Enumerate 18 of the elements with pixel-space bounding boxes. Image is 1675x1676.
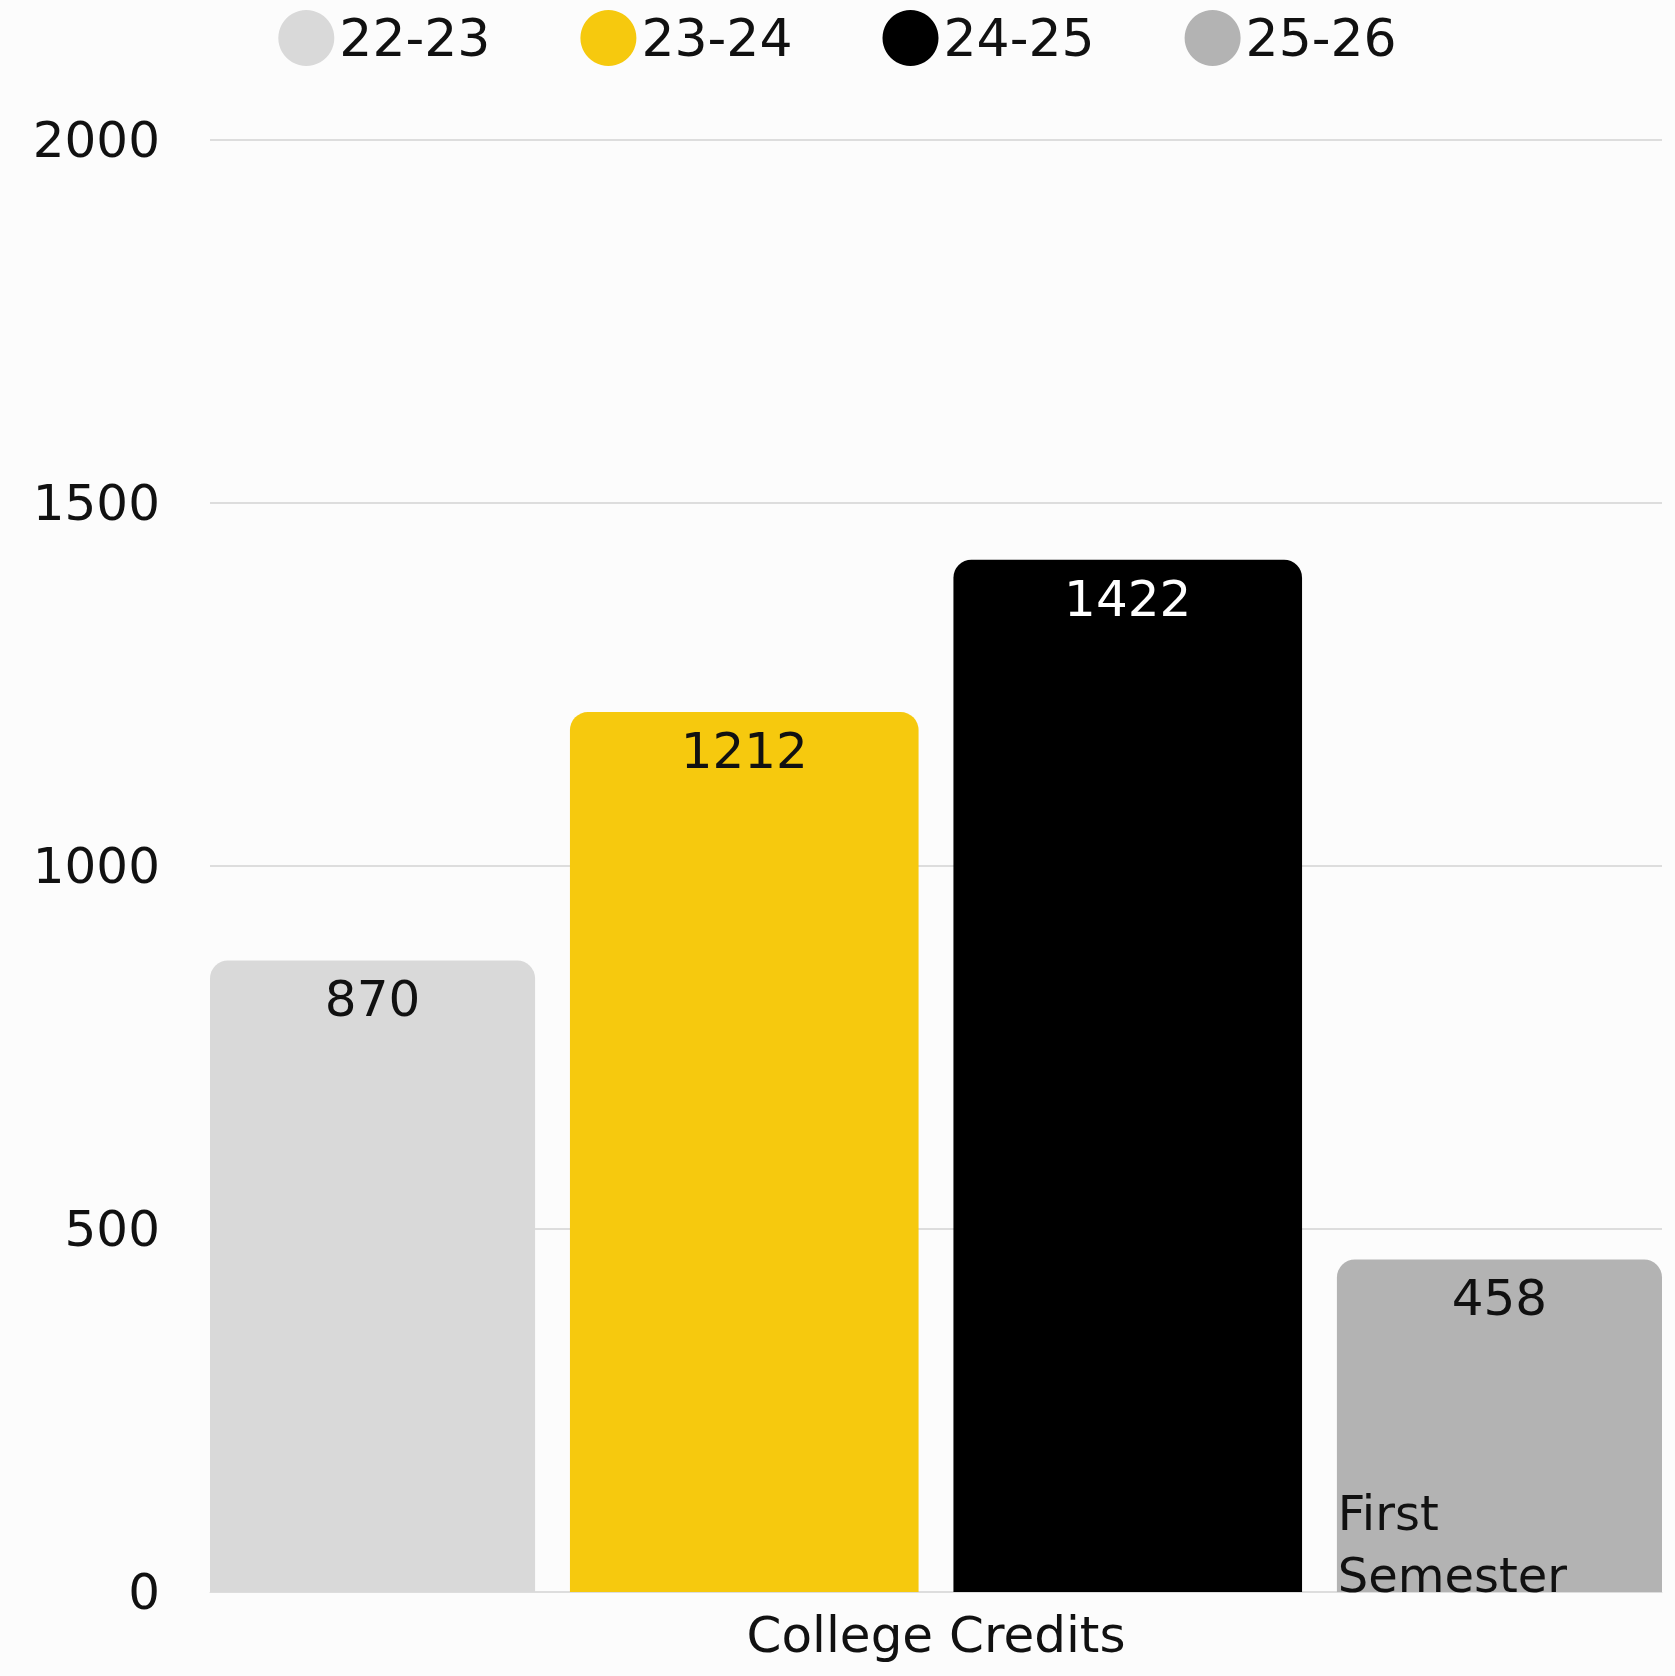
y-tick-label: 1500 [32, 474, 160, 532]
bar [1336, 1259, 1662, 1592]
y-tick-label: 2000 [32, 111, 160, 169]
x-tick-label: College Credits [746, 1606, 1126, 1664]
legend-label: 22-23 [339, 8, 491, 68]
legend-label: 25-26 [1245, 8, 1397, 68]
annotation: First Semester [1337, 1485, 1568, 1603]
data-label: 1212 [680, 722, 808, 781]
bar [569, 712, 919, 1592]
y-tick-label: 0 [128, 1563, 160, 1621]
data-label: 1422 [1064, 569, 1192, 628]
legend-label: 24-25 [943, 8, 1095, 68]
y-tick-label: 500 [64, 1200, 160, 1258]
y-tick-label: 1000 [32, 837, 160, 895]
data-label: 870 [324, 970, 421, 1029]
legend-label: 23-24 [641, 8, 793, 68]
bar [953, 559, 1303, 1592]
data-label: 458 [1451, 1269, 1548, 1328]
